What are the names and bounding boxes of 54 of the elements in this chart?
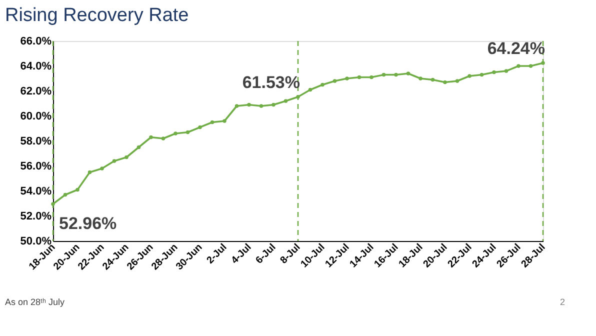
y-tick-label: 58.0% — [20, 136, 52, 148]
point — [222, 119, 226, 123]
point — [259, 104, 264, 108]
point — [51, 202, 55, 206]
point — [430, 78, 435, 82]
chart-title: Rising Recovery Rate — [5, 5, 189, 26]
point — [210, 120, 214, 124]
point — [332, 79, 337, 83]
point — [284, 99, 288, 103]
point — [76, 188, 80, 192]
point — [357, 75, 362, 80]
point — [161, 136, 166, 140]
point — [198, 125, 202, 130]
point — [308, 88, 312, 92]
point — [541, 61, 545, 65]
y-tick-label: 60.0% — [20, 110, 52, 122]
point — [320, 82, 324, 87]
point — [136, 145, 141, 150]
point — [370, 75, 374, 80]
point — [443, 80, 447, 84]
point — [186, 130, 190, 134]
point — [88, 170, 92, 174]
y-tick-label: 52.0% — [20, 210, 52, 222]
point — [528, 64, 533, 68]
point — [504, 69, 508, 73]
point — [174, 132, 178, 136]
point — [100, 166, 104, 170]
point — [418, 76, 422, 80]
point — [468, 74, 472, 78]
annotation: 52.96% — [59, 214, 117, 233]
y-tick-label: 62.0% — [20, 86, 52, 98]
annotation: 61.53% — [242, 72, 300, 92]
point — [112, 159, 116, 163]
text: As on 28ᵗʰ July — [5, 297, 65, 307]
point — [516, 64, 520, 68]
point — [394, 72, 398, 77]
annotation: 64.24% — [487, 39, 545, 58]
point — [149, 135, 153, 140]
point — [234, 104, 239, 108]
y-tick-label: 64.0% — [20, 60, 52, 72]
y-tick-label: 56.0% — [20, 160, 52, 172]
y-tick-label: 54.0% — [20, 186, 52, 198]
point — [455, 79, 460, 83]
y-tick-label: 66.0% — [20, 36, 52, 48]
point — [63, 192, 68, 197]
point — [480, 72, 484, 77]
point — [382, 72, 386, 77]
point — [272, 102, 276, 107]
point — [492, 70, 496, 74]
point — [247, 102, 251, 107]
point — [406, 72, 410, 76]
point — [124, 155, 128, 160]
text: 2 — [560, 297, 565, 307]
point — [345, 76, 349, 80]
